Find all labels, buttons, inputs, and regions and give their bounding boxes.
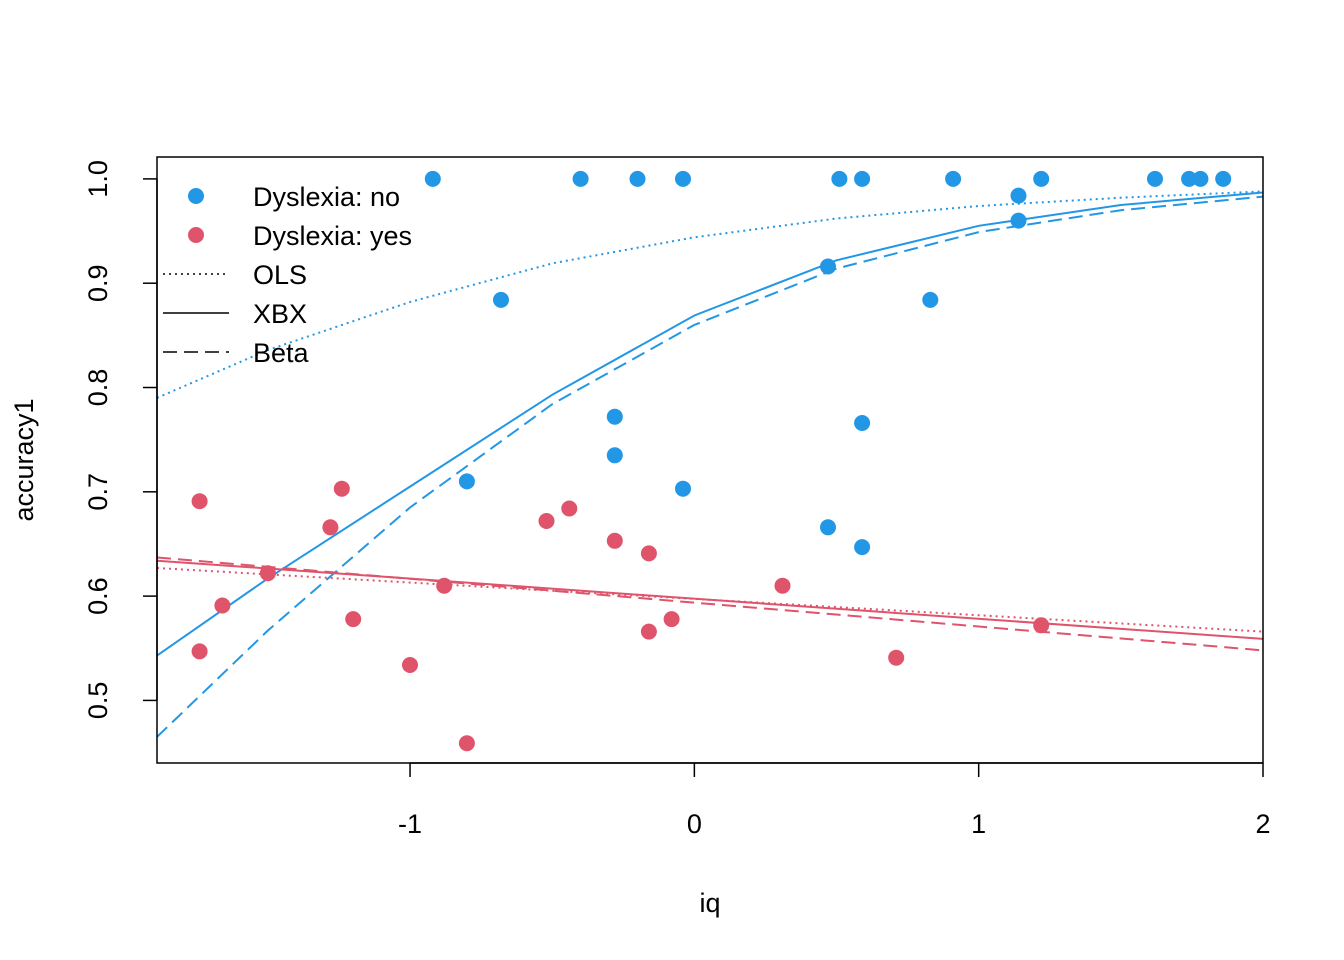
point-no: [675, 480, 691, 497]
fit-line-no-beta: [157, 195, 1263, 738]
legend-label: XBX: [253, 299, 307, 329]
point-no: [945, 170, 962, 187]
x-axis-title: iq: [699, 888, 720, 918]
point-no: [854, 415, 871, 431]
point-no: [1010, 212, 1027, 229]
point-yes: [774, 577, 791, 594]
fit-line-no-ols: [157, 190, 1263, 399]
point-yes: [888, 649, 905, 666]
y-tick-label: 0.9: [83, 264, 113, 302]
point-yes: [458, 735, 475, 752]
y-axis: 0.5 0.6 0.7 0.8 0.9 1.0: [83, 160, 158, 720]
point-no: [675, 170, 691, 187]
point-yes: [259, 565, 276, 582]
legend: Dyslexia: no Dyslexia: yes OLS XBX Beta: [163, 182, 412, 368]
data-points: [191, 170, 1232, 752]
legend-label: Dyslexia: no: [253, 182, 400, 212]
y-tick-label: 0.7: [83, 473, 113, 511]
point-yes: [606, 532, 623, 549]
point-yes: [214, 597, 231, 614]
point-yes: [333, 480, 350, 497]
point-no: [458, 473, 475, 490]
point-no: [1192, 170, 1209, 187]
point-no: [854, 170, 871, 187]
point-yes: [561, 500, 578, 517]
point-no: [922, 291, 939, 308]
point-no: [831, 170, 848, 187]
legend-label: Dyslexia: yes: [253, 221, 412, 251]
x-axis: -1 0 1 2: [398, 762, 1271, 839]
point-no: [424, 170, 441, 187]
legend-label: Beta: [253, 338, 310, 368]
x-tick-label: 1: [971, 809, 986, 839]
point-no: [1033, 170, 1050, 187]
point-no: [1181, 170, 1198, 187]
x-tick-label: -1: [398, 809, 422, 839]
point-yes: [436, 577, 453, 594]
point-no: [493, 291, 509, 308]
x-tick-label: 0: [687, 809, 702, 839]
y-tick-label: 0.8: [83, 369, 113, 407]
point-no: [1147, 170, 1163, 187]
y-tick-label: 1.0: [83, 160, 113, 198]
x-tick-label: 2: [1255, 809, 1270, 839]
point-no: [1010, 187, 1027, 204]
legend-marker: [188, 188, 204, 204]
point-no: [820, 519, 836, 536]
point-yes: [345, 611, 362, 628]
fit-line-yes-xbx: [157, 559, 1263, 640]
point-no: [572, 170, 589, 187]
y-tick-label: 0.6: [83, 577, 113, 615]
point-yes: [191, 643, 208, 660]
point-yes: [402, 657, 418, 673]
point-yes: [191, 493, 208, 510]
point-no: [820, 258, 836, 275]
fit-line-yes-beta: [157, 556, 1263, 652]
y-tick-label: 0.5: [83, 682, 113, 720]
point-yes: [663, 611, 680, 628]
point-no: [1215, 170, 1232, 187]
point-no: [606, 408, 623, 425]
y-axis-title: accuracy1: [9, 398, 39, 521]
point-yes: [1033, 617, 1050, 634]
point-no: [629, 170, 646, 187]
legend-label: OLS: [253, 260, 307, 290]
fitted-lines: [157, 190, 1263, 738]
legend-marker: [188, 227, 204, 243]
point-yes: [322, 519, 339, 536]
point-yes: [538, 513, 555, 529]
point-yes: [640, 623, 657, 640]
fit-line-no-xbx: [157, 191, 1263, 657]
point-no: [854, 539, 871, 556]
point-yes: [640, 545, 657, 562]
point-no: [606, 447, 623, 464]
